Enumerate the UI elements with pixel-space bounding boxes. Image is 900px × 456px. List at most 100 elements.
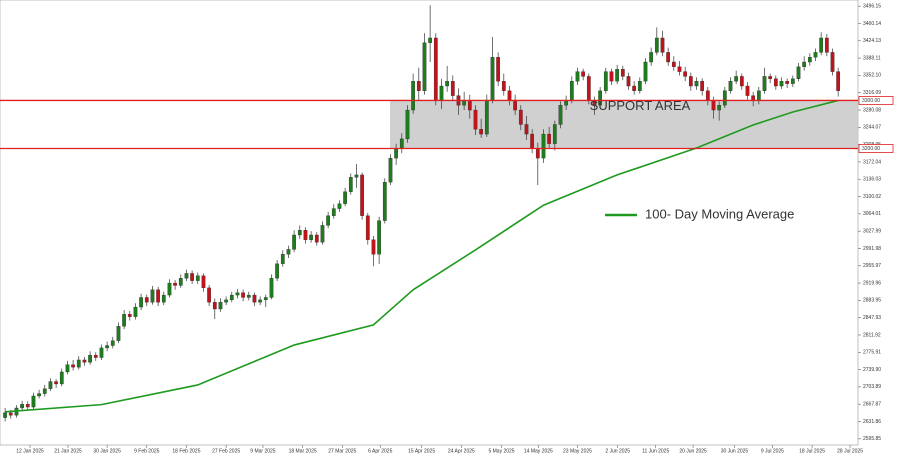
candle-body (739, 76, 744, 87)
y-tick-label: 3172.04 (863, 159, 881, 165)
candle-body (411, 81, 415, 111)
x-tick-label: 23 May 2025 (563, 448, 592, 454)
candle-body (779, 81, 784, 87)
x-tick-label: 21 Jan 2025 (54, 448, 82, 454)
candle-body (484, 100, 489, 135)
candle-body (326, 215, 330, 226)
candle-body (428, 37, 432, 43)
y-tick-label: 3244.07 (863, 125, 881, 131)
y-tick-label: 3280.08 (863, 107, 881, 113)
candle-body (388, 157, 393, 183)
candle-body (207, 287, 211, 303)
candle-body (348, 177, 353, 192)
candle-body (116, 326, 121, 341)
candle-body (377, 220, 381, 255)
candle-body (42, 388, 47, 394)
candle-body (31, 395, 36, 408)
x-tick-label: 14 May 2025 (524, 448, 553, 454)
candle-body (150, 289, 155, 303)
candle-body (819, 37, 824, 53)
candle-body (552, 124, 557, 144)
y-tick-label: 3496.15 (863, 4, 881, 10)
candle-body (445, 81, 449, 87)
y-tick-label: 2991.98 (863, 246, 881, 252)
candle-body (314, 234, 319, 243)
candle-body (88, 354, 92, 363)
candle-body (530, 133, 534, 149)
candle-body (292, 234, 296, 250)
legend-label: 100- Day Moving Average (645, 206, 794, 221)
candle-body (637, 81, 642, 91)
level-label: 3300.00 (862, 98, 880, 104)
candle-body (490, 57, 495, 101)
candle-body (275, 263, 279, 279)
candle-body (535, 148, 540, 159)
candle-body (575, 71, 580, 82)
x-tick-label: 12 Jan 2025 (16, 448, 44, 454)
y-tick-label: 2631.86 (863, 419, 881, 425)
candle-body (173, 282, 177, 286)
y-tick-label: 3100.02 (863, 194, 881, 200)
y-tick-label: 2919.96 (863, 280, 881, 286)
candle-body (807, 57, 812, 63)
level-tag (858, 96, 894, 105)
candle-body (649, 52, 654, 63)
candle-body (598, 90, 602, 106)
candle-body (558, 105, 563, 125)
candle-body (683, 71, 688, 77)
candle-body (422, 42, 427, 91)
candle-body (756, 90, 761, 101)
y-tick-label: 2811.92 (863, 332, 881, 338)
y-tick-label: 3316.09 (863, 90, 881, 96)
y-tick-label: 2667.87 (863, 402, 881, 408)
level-tag (858, 144, 894, 153)
y-tick-label: 2955.97 (863, 263, 881, 269)
y-tick-label: 2775.91 (863, 350, 881, 356)
candle-body (768, 76, 773, 79)
candle-body (59, 371, 64, 385)
x-tick-label: 2 Jun 2025 (605, 448, 630, 454)
plot-area (0, 0, 859, 446)
candle-body (144, 297, 149, 303)
candle-body (524, 124, 529, 135)
candle-body (184, 273, 189, 279)
candle-body (360, 174, 364, 216)
candle-body (581, 71, 585, 77)
candle-body (110, 340, 115, 346)
y-tick-label: 3424.13 (863, 38, 881, 44)
moving-average-line (5, 99, 839, 413)
candle-body (25, 404, 30, 408)
candle-body (167, 282, 172, 296)
candle-body (705, 90, 710, 101)
candle-body (65, 364, 70, 373)
candle-body (813, 52, 818, 58)
candle-body (105, 345, 109, 349)
candle-body (99, 347, 104, 358)
y-tick-label: 2847.93 (863, 315, 881, 321)
candle-body (195, 275, 200, 281)
y-tick-label: 2883.95 (863, 298, 881, 304)
candle-body (450, 81, 455, 96)
y-tick-label: 3136.03 (863, 177, 881, 183)
candle-body (127, 314, 132, 317)
candle-body (303, 230, 308, 240)
candle-body (824, 37, 829, 53)
candle-body (496, 57, 500, 82)
x-tick-label: 9 Jul 2025 (761, 448, 784, 454)
candle-body (331, 208, 336, 216)
candle-body (76, 359, 81, 368)
y-tick-label: 3064.01 (863, 211, 881, 217)
x-tick-label: 11 Jun 2025 (642, 448, 669, 454)
candle-body (371, 239, 376, 255)
candle-body (201, 275, 206, 289)
candle-body (615, 69, 619, 82)
x-tick-label: 9 Mar 2025 (250, 448, 276, 454)
x-tick-label: 27 Feb 2025 (212, 448, 240, 454)
candle-body (773, 78, 778, 87)
candle-body (286, 249, 291, 255)
candle-body (728, 81, 733, 91)
y-tick-label: 2703.89 (863, 384, 881, 390)
candle-body (654, 37, 659, 53)
x-tick-label: 9 Feb 2025 (134, 448, 160, 454)
